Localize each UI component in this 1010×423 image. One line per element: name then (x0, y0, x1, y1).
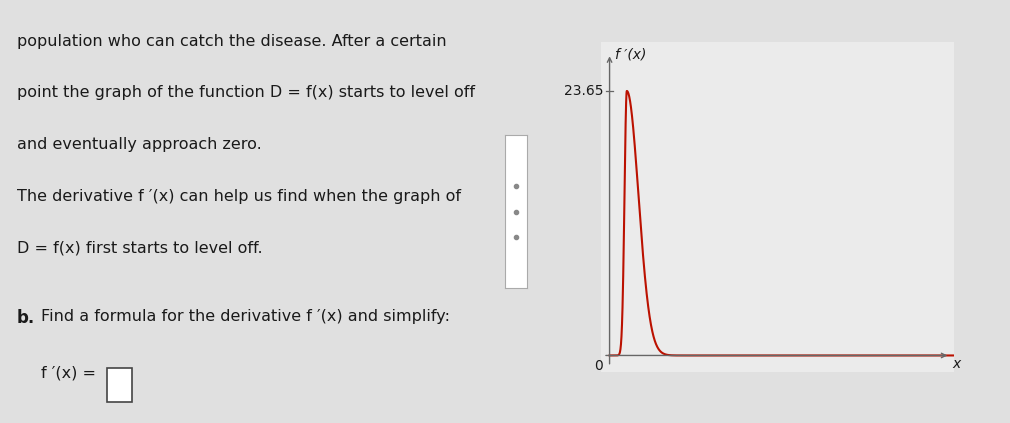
Text: D = f(x) first starts to level off.: D = f(x) first starts to level off. (16, 240, 263, 255)
Text: population who can catch the disease. After a certain: population who can catch the disease. Af… (16, 34, 446, 49)
Text: x: x (952, 357, 961, 371)
Text: f ′(x): f ′(x) (615, 48, 646, 62)
Bar (107, 368, 132, 402)
Text: point the graph of the function D = f(x) starts to level off: point the graph of the function D = f(x)… (16, 85, 475, 100)
Text: 23.65: 23.65 (564, 84, 603, 98)
Text: f ′(x) =: f ′(x) = (41, 366, 96, 381)
Text: The derivative f ′(x) can help us find when the graph of: The derivative f ′(x) can help us find w… (16, 189, 461, 203)
Text: b.: b. (16, 309, 34, 327)
Text: and eventually approach zero.: and eventually approach zero. (16, 137, 262, 152)
Text: Find a formula for the derivative f ′(x) and simplify:: Find a formula for the derivative f ′(x)… (41, 309, 450, 324)
Text: 0: 0 (594, 359, 603, 373)
